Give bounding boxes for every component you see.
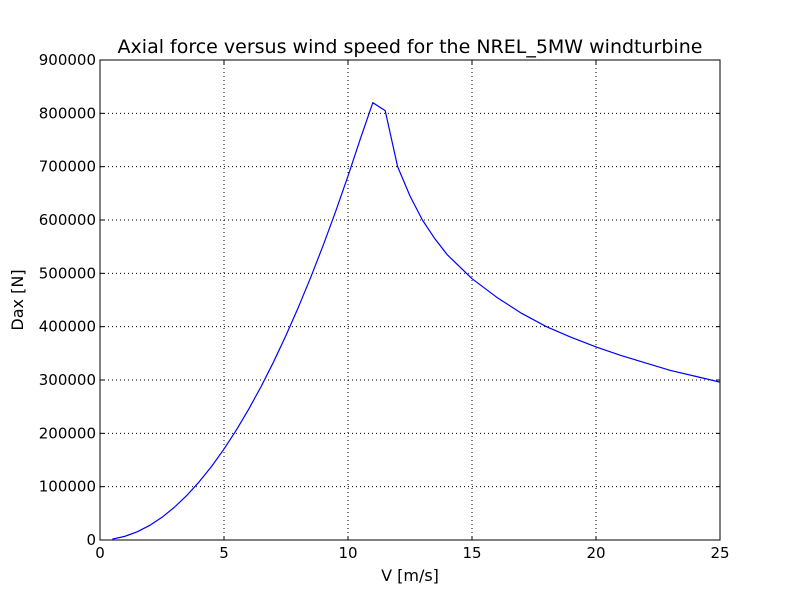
y-tick-label: 200000 [39, 424, 96, 442]
plot-area [100, 60, 720, 540]
y-tick-label: 400000 [39, 318, 96, 336]
plot-frame [99, 59, 721, 541]
x-tick-label: 15 [462, 544, 481, 562]
x-axis-label: V [m/s] [381, 566, 439, 585]
data-series [112, 102, 721, 540]
x-tick-label: 20 [586, 544, 605, 562]
x-tick-label: 10 [338, 544, 357, 562]
series-line [112, 102, 721, 540]
y-tick-label: 600000 [39, 211, 96, 229]
y-axis-label: Dax [N] [8, 269, 27, 330]
y-tick-label: 900000 [39, 51, 96, 69]
ticks: 0 5 10 15 20 25 0 100000 200000 300000 400000 50000… [39, 51, 730, 562]
x-tick-label: 5 [219, 544, 229, 562]
chart-title: Axial force versus wind speed for the NR… [118, 36, 703, 58]
y-tick-label: 800000 [39, 104, 96, 122]
y-tick-label: 500000 [39, 264, 96, 282]
y-tick-label: 300000 [39, 371, 96, 389]
y-tick-label: 100000 [39, 478, 96, 496]
grid [100, 60, 720, 540]
x-tick-label: 25 [710, 544, 729, 562]
y-tick-label: 700000 [39, 158, 96, 176]
y-tick-label: 0 [86, 531, 96, 549]
x-tick-label: 0 [95, 544, 105, 562]
